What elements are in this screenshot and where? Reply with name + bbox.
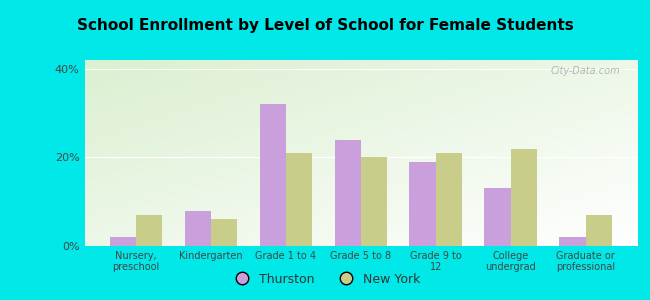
Bar	[484, 188, 511, 246]
Bar	[259, 104, 286, 246]
Bar	[586, 215, 612, 246]
Bar	[410, 162, 436, 246]
Bar	[560, 237, 586, 246]
Bar	[185, 211, 211, 246]
Bar	[436, 153, 462, 246]
Bar	[286, 153, 312, 246]
Bar	[511, 148, 537, 246]
Bar	[335, 140, 361, 246]
Legend: Thurston, New York: Thurston, New York	[224, 268, 426, 291]
Text: City-Data.com: City-Data.com	[551, 66, 620, 76]
Bar	[110, 237, 136, 246]
Text: School Enrollment by Level of School for Female Students: School Enrollment by Level of School for…	[77, 18, 573, 33]
Bar	[361, 158, 387, 246]
Bar	[211, 219, 237, 246]
Bar	[136, 215, 162, 246]
